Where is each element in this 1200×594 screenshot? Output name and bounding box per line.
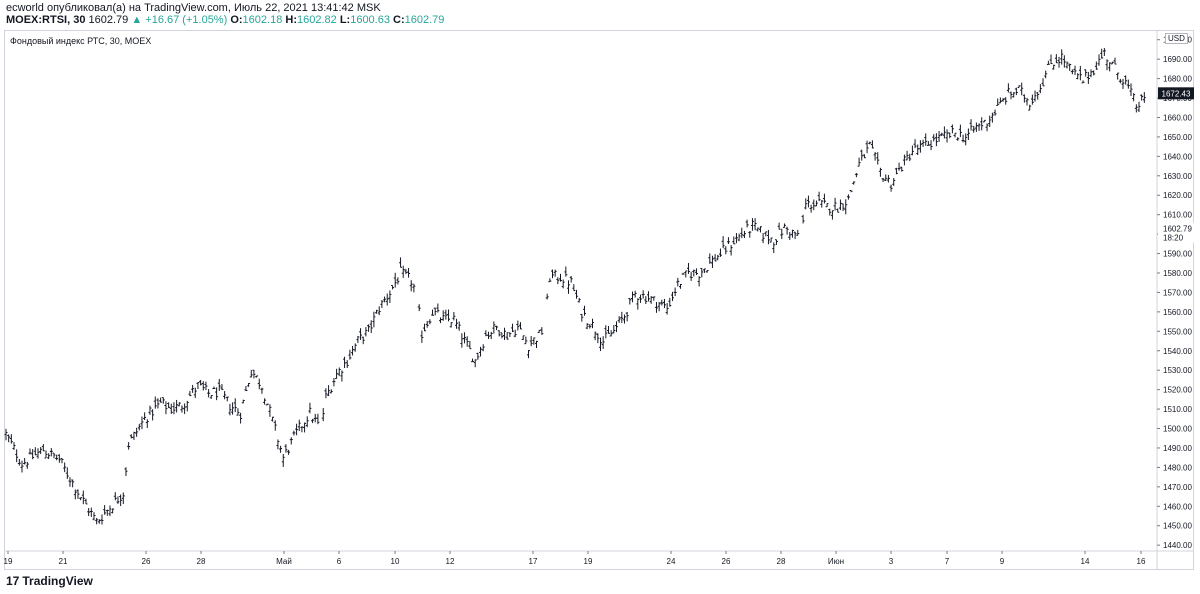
y-tick-label: 1550.00 bbox=[1163, 327, 1192, 336]
low-label: L: bbox=[339, 14, 351, 26]
x-tick-label: 12 bbox=[446, 557, 455, 566]
crosshair-price-label: 1602.79 bbox=[1163, 225, 1192, 234]
last-price-badge bbox=[1158, 87, 1194, 100]
x-tick-label: Июн bbox=[828, 557, 844, 566]
y-tick-label: 1620.00 bbox=[1163, 191, 1192, 200]
chart-frame[interactable] bbox=[4, 30, 1194, 570]
y-tick-label: 1450.00 bbox=[1163, 522, 1192, 531]
x-tick-label: 6 bbox=[337, 557, 342, 566]
low-value: 1600.63 bbox=[350, 14, 390, 26]
ohlc-legend: MOEX:RTSI, 30 1602.79 ▲ +16.67 (+1.05%) … bbox=[6, 14, 444, 26]
x-tick-label: 28 bbox=[197, 557, 206, 566]
crosshair-time-label: 18:20 bbox=[1163, 234, 1184, 243]
y-tick-label: 1590.00 bbox=[1163, 250, 1192, 259]
published-by-line: ecworld опубликовал(а) на TradingView.co… bbox=[6, 2, 381, 14]
x-tick-label: 14 bbox=[1081, 557, 1090, 566]
x-tick-label: 24 bbox=[667, 557, 676, 566]
y-tick-label: 1470.00 bbox=[1163, 483, 1192, 492]
y-tick-label: 1480.00 bbox=[1163, 463, 1192, 472]
y-tick-label: 1680.00 bbox=[1163, 75, 1192, 84]
high-value: 1602.82 bbox=[296, 14, 337, 26]
open-label: O: bbox=[230, 14, 243, 26]
x-tick-label: 10 bbox=[391, 557, 400, 566]
x-tick-label: 21 bbox=[59, 557, 68, 566]
x-tick-label: 7 bbox=[945, 557, 950, 566]
x-tick-label: 26 bbox=[722, 557, 731, 566]
x-tick-label: 16 bbox=[1137, 557, 1146, 566]
tradingview-logo[interactable]: 17 TradingView bbox=[6, 574, 93, 588]
x-tick-label: 19 bbox=[584, 557, 593, 566]
y-tick-label: 1650.00 bbox=[1163, 133, 1192, 142]
y-tick-label: 1560.00 bbox=[1163, 308, 1192, 317]
price-change-value: ▲ +16.67 (+1.05%) bbox=[131, 14, 228, 26]
x-tick-label: 3 bbox=[889, 557, 894, 566]
close-value: 1602.79 bbox=[404, 14, 445, 26]
x-tick-label: Май bbox=[276, 557, 292, 566]
y-tick-label: 1610.00 bbox=[1163, 211, 1192, 220]
tradingview-logo-icon: 17 bbox=[6, 574, 20, 588]
x-tick-label: 19 bbox=[4, 557, 13, 566]
chart-legend-title: Фондовый индекс РТС, 30, MOEX bbox=[10, 36, 152, 46]
x-tick-label: 17 bbox=[529, 557, 538, 566]
y-tick-label: 1530.00 bbox=[1163, 366, 1192, 375]
last-price-value: 1602.79 bbox=[88, 14, 129, 26]
y-tick-label: 1660.00 bbox=[1163, 113, 1192, 122]
y-tick-label: 1690.00 bbox=[1163, 55, 1192, 64]
close-label: C: bbox=[393, 14, 405, 26]
y-tick-label: 1460.00 bbox=[1163, 502, 1192, 511]
y-tick-label: 1630.00 bbox=[1163, 172, 1192, 181]
tradingview-logo-text: TradingView bbox=[22, 574, 93, 588]
x-tick-label: 9 bbox=[1000, 557, 1005, 566]
y-tick-label: 1570.00 bbox=[1163, 288, 1192, 297]
y-tick-label: 1540.00 bbox=[1163, 347, 1192, 356]
y-tick-label: 1640.00 bbox=[1163, 152, 1192, 161]
y-tick-label: 1440.00 bbox=[1163, 541, 1192, 550]
y-tick-label: 1520.00 bbox=[1163, 386, 1192, 395]
open-value: 1602.18 bbox=[242, 14, 283, 26]
y-tick-label: 1490.00 bbox=[1163, 444, 1192, 453]
x-tick-label: 28 bbox=[777, 557, 786, 566]
y-tick-label: 1500.00 bbox=[1163, 425, 1192, 434]
x-tick-label: 26 bbox=[142, 557, 151, 566]
last-price-label: 1672.43 bbox=[1162, 89, 1191, 98]
crosshair-price-badge bbox=[1158, 222, 1194, 243]
y-tick-label: 1510.00 bbox=[1163, 405, 1192, 414]
y-tick-label: 1580.00 bbox=[1163, 269, 1192, 278]
currency-badge[interactable]: USD bbox=[1165, 33, 1188, 44]
high-label: H: bbox=[285, 14, 297, 26]
symbol-label[interactable]: MOEX:RTSI, 30 bbox=[6, 14, 86, 26]
